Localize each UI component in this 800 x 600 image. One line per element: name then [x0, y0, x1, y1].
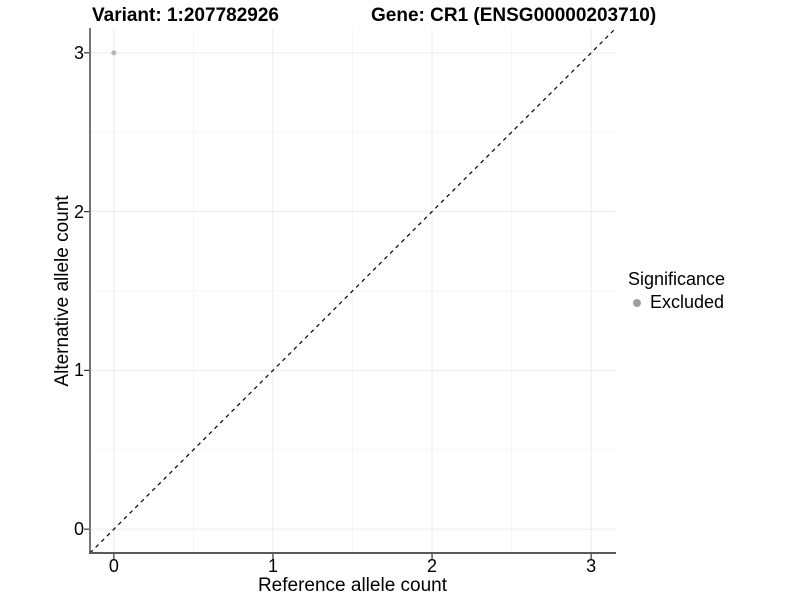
y-axis-title: Alternative allele count: [52, 195, 73, 387]
y-tick-label: 3: [73, 42, 84, 63]
legend-item-label: Excluded: [650, 292, 725, 312]
y-tick-label: 2: [73, 201, 84, 222]
x-tick-label: 2: [427, 556, 438, 576]
gene-title: Gene: CR1 (ENSG00000203710): [371, 5, 657, 26]
legend-item-excluded: Excluded: [628, 292, 725, 313]
legend: Significance Excluded: [628, 269, 725, 313]
data-point: [111, 50, 117, 56]
x-tick-label: 3: [586, 556, 597, 576]
legend-title: Significance: [628, 269, 726, 289]
y-tick-label: 0: [73, 519, 84, 540]
y-tick-label: 1: [73, 360, 84, 381]
excluded-marker-icon: [633, 298, 641, 307]
x-tick-label: 1: [267, 556, 278, 576]
identity-dashed-line: [89, 28, 616, 554]
x-tick-label: 0: [108, 556, 119, 576]
variant-title: Variant: 1:207782926: [92, 5, 279, 26]
x-axis-title: Reference allele count: [257, 575, 448, 596]
